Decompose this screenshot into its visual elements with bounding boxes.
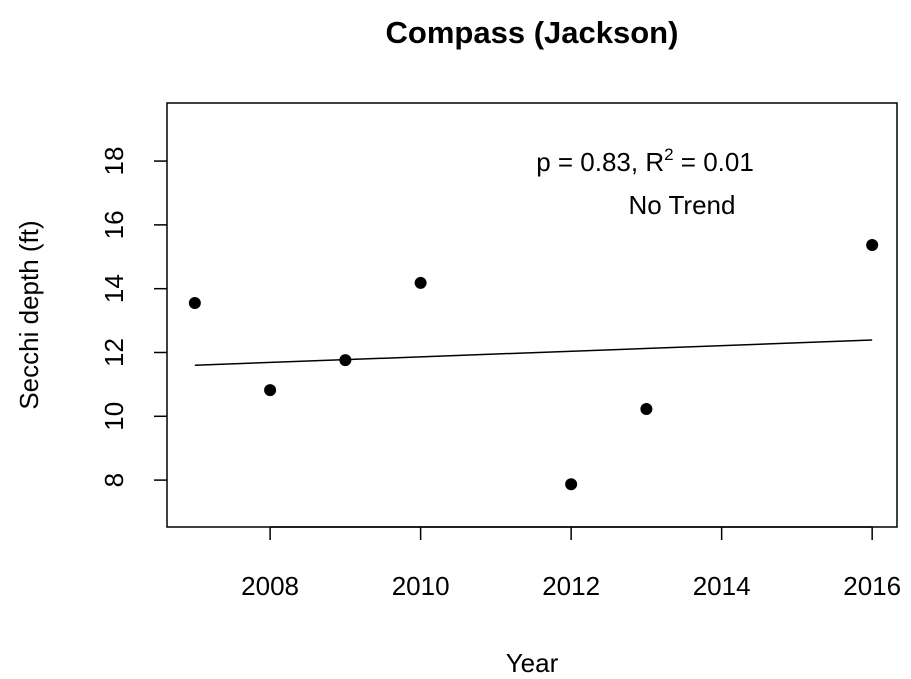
point: [188, 297, 201, 310]
point: [866, 238, 879, 251]
y-tick-label: 16: [99, 210, 129, 239]
y-tick-label: 8: [99, 473, 129, 487]
x-tick-label: 2010: [392, 571, 450, 601]
y-tick-label: 14: [99, 274, 129, 303]
point: [565, 478, 578, 491]
annotation-text: p = 0.83, R: [536, 147, 664, 177]
y-tick-label: 12: [99, 338, 129, 367]
trend-line: [194, 339, 873, 366]
point: [414, 276, 427, 289]
chart-title: Compass (Jackson): [386, 15, 679, 50]
point: [264, 384, 277, 397]
x-axis-label: Year: [506, 648, 559, 678]
annotation-superscript: 2: [664, 145, 673, 164]
x-tick-label: 2014: [693, 571, 751, 601]
x-tick-label: 2008: [241, 571, 299, 601]
annotation-suffix: = 0.01: [674, 147, 754, 177]
y-tick-label: 18: [99, 147, 129, 176]
point: [640, 402, 653, 415]
annotation: p = 0.83, R2 = 0.01: [536, 145, 754, 177]
annotation-note: No Trend: [629, 190, 736, 220]
y-tick-label: 10: [99, 402, 129, 431]
y-axis-label: Secchi depth (ft): [14, 220, 44, 409]
x-tick-label: 2016: [843, 571, 901, 601]
x-tick-label: 2012: [542, 571, 600, 601]
plot-frame: [166, 102, 898, 528]
